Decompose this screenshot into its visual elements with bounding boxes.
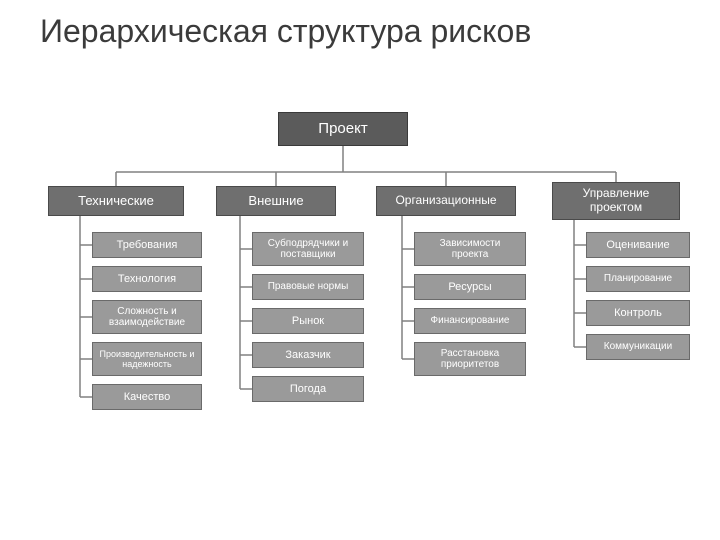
leaf-ext-3: Заказчик — [252, 342, 364, 368]
leaf-pm-1: Планирование — [586, 266, 690, 292]
leaf-ext-0: Субподрядчики и поставщики — [252, 232, 364, 266]
leaf-tech-0: Требования — [92, 232, 202, 258]
leaf-pm-3: Коммуникации — [586, 334, 690, 360]
category-org: Организационные — [376, 186, 516, 216]
category-tech: Технические — [48, 186, 184, 216]
leaf-org-1: Ресурсы — [414, 274, 526, 300]
leaf-org-3: Расстановка приоритетов — [414, 342, 526, 376]
leaf-tech-4: Качество — [92, 384, 202, 410]
category-pm: Управление проектом — [552, 182, 680, 220]
leaf-tech-1: Технология — [92, 266, 202, 292]
root-node: Проект — [278, 112, 408, 146]
leaf-ext-1: Правовые нормы — [252, 274, 364, 300]
leaf-tech-2: Сложность и взаимодействие — [92, 300, 202, 334]
leaf-tech-3: Производительность и надежность — [92, 342, 202, 376]
leaf-org-0: Зависимости проекта — [414, 232, 526, 266]
leaf-org-2: Финансирование — [414, 308, 526, 334]
leaf-pm-0: Оценивание — [586, 232, 690, 258]
leaf-pm-2: Контроль — [586, 300, 690, 326]
leaf-ext-4: Погода — [252, 376, 364, 402]
leaf-ext-2: Рынок — [252, 308, 364, 334]
category-ext: Внешние — [216, 186, 336, 216]
page-title: Иерархическая структура рисков — [40, 12, 531, 50]
